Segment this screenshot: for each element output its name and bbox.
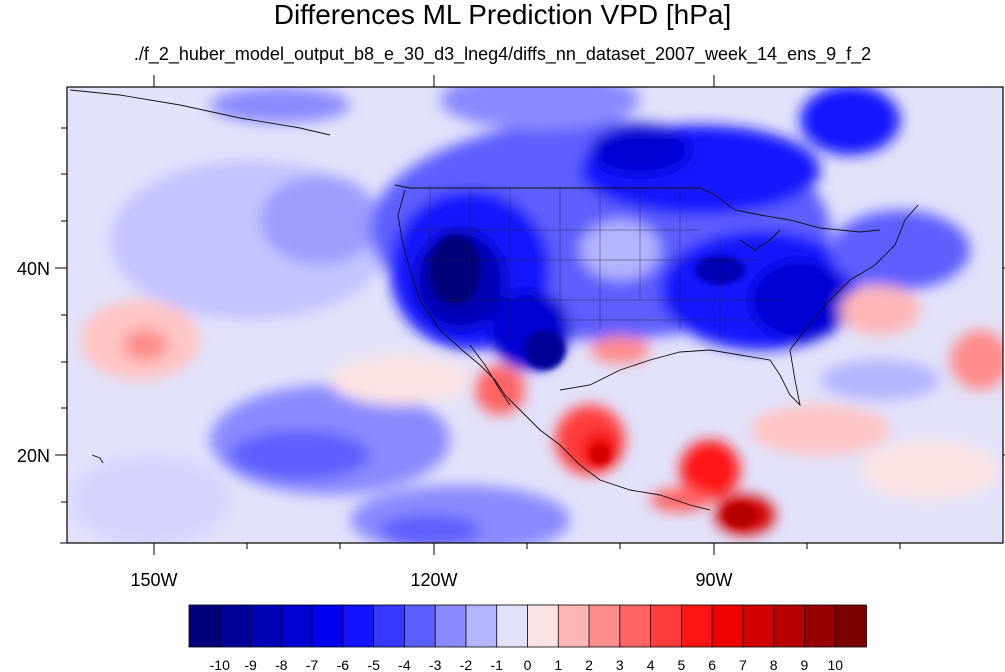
lat-label: 20N bbox=[17, 446, 50, 466]
colorbar-swatch bbox=[280, 604, 313, 648]
colorbar-label: 1 bbox=[554, 657, 562, 672]
colorbar-swatch bbox=[834, 604, 867, 648]
colorbar-label: 5 bbox=[677, 657, 685, 672]
colorbar-label: -9 bbox=[244, 657, 257, 672]
colorbar-swatch bbox=[465, 604, 498, 648]
colorbar-swatch bbox=[219, 604, 252, 648]
colorbar-swatch bbox=[804, 604, 837, 648]
colorbar-swatch bbox=[527, 604, 560, 648]
colorbar-swatch bbox=[619, 604, 652, 648]
lon-label: 120W bbox=[410, 570, 457, 590]
colorbar-swatch bbox=[496, 604, 529, 648]
colorbar-swatch bbox=[434, 604, 467, 648]
colorbar-label: 10 bbox=[827, 657, 843, 672]
lon-label: 150W bbox=[130, 570, 177, 590]
colorbar-swatch bbox=[373, 604, 406, 648]
map-subtitle: ./f_2_huber_model_output_b8_e_30_d3_lneg… bbox=[133, 44, 872, 64]
colorbar-swatch bbox=[773, 604, 806, 648]
colorbar-swatch bbox=[404, 604, 437, 648]
colorbar-label: -4 bbox=[398, 657, 411, 672]
colorbar-label: -5 bbox=[367, 657, 380, 672]
colorbar-label: -3 bbox=[429, 657, 442, 672]
colorbar-label: 8 bbox=[770, 657, 778, 672]
colorbar-label: 0 bbox=[524, 657, 532, 672]
colorbar-label: -7 bbox=[306, 657, 319, 672]
colorbar-swatch bbox=[650, 604, 683, 648]
colorbar-label: 4 bbox=[647, 657, 655, 672]
colorbar-swatch bbox=[711, 604, 744, 648]
colorbar-label: -6 bbox=[337, 657, 350, 672]
colorbar-label: 9 bbox=[801, 657, 809, 672]
lat-label: 40N bbox=[17, 259, 50, 279]
colorbar-label: 3 bbox=[616, 657, 624, 672]
colorbar: -10 -9 -8 -7 -6 -5 -4 -3 -2 -1 0 1 2 3 4 5 6 7 8 9 10 bbox=[188, 604, 867, 672]
colorbar-swatch bbox=[680, 604, 714, 648]
map-title: Differences ML Prediction VPD [hPa] bbox=[273, 0, 732, 30]
map-ticks bbox=[55, 75, 1005, 555]
lon-label: 90W bbox=[695, 570, 732, 590]
colorbar-swatch bbox=[342, 604, 375, 648]
colorbar-swatch bbox=[742, 604, 775, 648]
colorbar-swatch bbox=[311, 604, 344, 648]
colorbar-label: 6 bbox=[708, 657, 716, 672]
colorbar-swatch bbox=[188, 604, 221, 648]
colorbar-label: -8 bbox=[275, 657, 288, 672]
colorbar-label: 2 bbox=[585, 657, 593, 672]
colorbar-swatch bbox=[557, 604, 590, 648]
colorbar-label: -1 bbox=[491, 657, 504, 672]
colorbar-label: 7 bbox=[739, 657, 747, 672]
map-plot-area bbox=[67, 87, 1003, 543]
colorbar-label: -2 bbox=[460, 657, 473, 672]
colorbar-swatch bbox=[588, 604, 621, 648]
colorbar-swatch bbox=[250, 604, 283, 648]
colorbar-label: -10 bbox=[210, 657, 230, 672]
